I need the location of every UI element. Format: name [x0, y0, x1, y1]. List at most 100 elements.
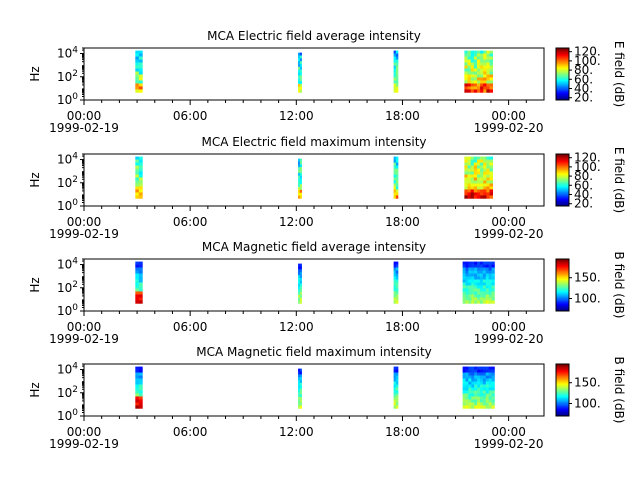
heatmap-cell	[465, 402, 469, 406]
heatmap-cell	[464, 159, 468, 163]
heatmap-cell	[491, 288, 495, 292]
heatmap-cell	[298, 167, 301, 171]
colorbar-segment	[556, 371, 569, 374]
colorbar-segment	[556, 292, 569, 295]
heatmap-cell	[395, 264, 399, 268]
heatmap-cell	[483, 174, 487, 178]
heatmap-cell	[138, 189, 143, 193]
heatmap-cell	[479, 276, 484, 280]
heatmap-cell	[298, 83, 301, 88]
heatmap-cell	[482, 372, 487, 376]
heatmap-cell	[488, 279, 492, 283]
burst-1	[135, 366, 143, 409]
heatmap-cell	[479, 387, 484, 391]
heatmap-cell	[471, 273, 475, 277]
heatmap-cell	[476, 77, 481, 81]
colorbar-segment	[556, 93, 569, 96]
heatmap-cell	[480, 174, 484, 178]
heatmap-cell	[393, 86, 397, 90]
heatmap-cell	[476, 195, 481, 199]
heatmap-cell	[476, 89, 481, 93]
y-tick-label: 102	[57, 385, 78, 400]
heatmap-cell	[467, 156, 471, 160]
heatmap-cell	[298, 52, 301, 56]
heatmap-cell	[135, 71, 140, 75]
colorbar-segment	[556, 403, 569, 405]
heatmap-cell	[464, 77, 468, 81]
heatmap-cell	[298, 402, 301, 406]
heatmap-cell	[486, 177, 490, 181]
colorbar-tick-label: 20.	[574, 91, 593, 105]
heatmap-cell	[138, 276, 143, 280]
heatmap-cell	[298, 382, 301, 386]
heatmap-cell	[468, 273, 472, 277]
burst-4	[462, 261, 495, 304]
heatmap-cell	[485, 270, 489, 274]
heatmap-cell	[299, 379, 302, 384]
heatmap-cell	[395, 285, 399, 289]
burst-2	[298, 368, 302, 409]
heatmap-cell	[299, 63, 302, 68]
heatmap-cell	[298, 405, 301, 409]
y-tick-label: 102	[57, 280, 78, 295]
heatmap-cell	[483, 62, 487, 66]
heatmap-cell	[298, 280, 301, 284]
heatmap-cell	[486, 71, 490, 75]
heatmap-cell	[471, 267, 475, 271]
heatmap-cell	[298, 184, 301, 188]
heatmap-cell	[465, 396, 469, 400]
heatmap-cell	[464, 53, 468, 57]
heatmap-cell	[298, 269, 301, 273]
colorbar-segment	[556, 400, 569, 403]
heatmap-cell	[477, 372, 481, 376]
heatmap-cell	[479, 369, 484, 373]
heatmap-cell	[298, 172, 301, 176]
heatmap-cell	[491, 396, 495, 400]
heatmap-cell	[488, 291, 492, 295]
heatmap-cell	[464, 192, 468, 196]
heatmap-cell	[474, 402, 478, 406]
heatmap-cell	[473, 180, 478, 184]
heatmap-cell	[465, 369, 469, 373]
heatmap-cell	[298, 283, 301, 287]
heatmap-cell	[138, 74, 143, 78]
heatmap-cell	[395, 177, 399, 181]
heatmap-cell	[468, 396, 472, 400]
heatmap-cell	[476, 53, 481, 57]
colorbar-segment	[556, 259, 569, 261]
burst-3	[393, 261, 399, 304]
heatmap-cell	[138, 86, 143, 90]
heatmap-cell	[393, 402, 397, 406]
heatmap-cell	[486, 195, 490, 199]
heatmap-cell	[298, 274, 301, 279]
colorbar-segment	[556, 61, 569, 63]
heatmap-cell	[489, 156, 493, 160]
heatmap-cell	[393, 267, 397, 271]
heatmap-cell	[471, 378, 475, 382]
colorbar-segment	[556, 301, 569, 304]
colorbar-segment	[556, 304, 569, 307]
heatmap-cell	[299, 385, 302, 389]
heatmap-cell	[299, 178, 302, 182]
heatmap-cell	[470, 89, 475, 93]
heatmap-cell	[473, 174, 478, 178]
heatmap-cell	[483, 156, 487, 160]
heatmap-cell	[138, 369, 143, 373]
colorbar-segment	[556, 96, 569, 98]
colorbar-segment	[556, 285, 569, 287]
heatmap-cell	[393, 183, 397, 187]
heatmap-cell	[299, 399, 302, 404]
heatmap-cell	[482, 402, 487, 406]
heatmap-cell	[138, 381, 143, 385]
heatmap-cell	[477, 405, 481, 409]
heatmap-cell	[473, 171, 478, 175]
colorbar-segment	[556, 63, 569, 66]
heatmap-cell	[482, 384, 487, 388]
heatmap-cell	[393, 273, 397, 277]
heatmap-cell	[395, 366, 399, 370]
heatmap-cell	[299, 58, 302, 62]
heatmap-cell	[393, 285, 397, 289]
heatmap-cell	[486, 89, 490, 93]
heatmap-cell	[468, 381, 472, 385]
